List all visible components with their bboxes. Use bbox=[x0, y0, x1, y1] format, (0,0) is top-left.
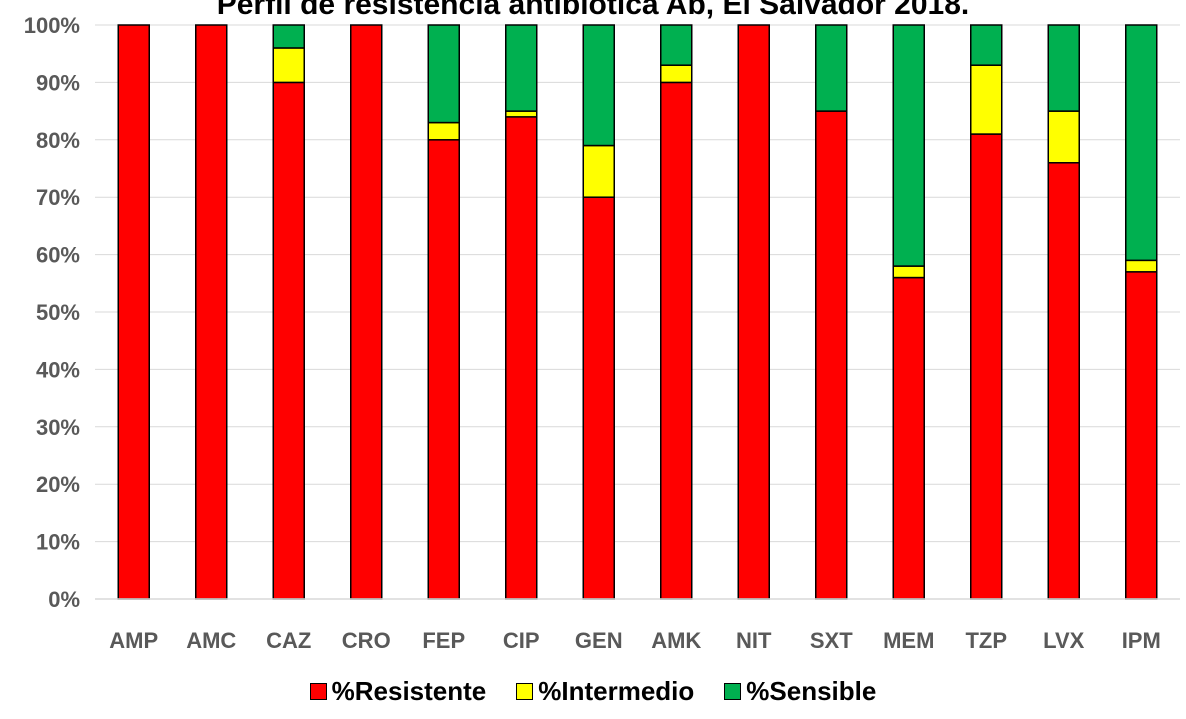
y-tick-label: 10% bbox=[36, 530, 80, 555]
x-tick-label: MEM bbox=[883, 628, 934, 653]
bar-gen-intermedio bbox=[582, 144, 615, 198]
bar-amk-sensible bbox=[660, 24, 693, 66]
y-tick-label: 90% bbox=[36, 70, 80, 95]
bar-amk-intermedio bbox=[660, 64, 693, 84]
bar-lvx-resistente bbox=[1047, 162, 1080, 600]
legend-item-sensible: %Sensible bbox=[724, 676, 876, 707]
bar-gen-resistente bbox=[582, 196, 615, 600]
legend-label-resistente: %Resistente bbox=[331, 676, 487, 706]
legend-item-resistente: %Resistente bbox=[309, 676, 487, 707]
bar-tzp-resistente bbox=[970, 133, 1003, 600]
legend-item-intermedio: %Intermedio bbox=[516, 676, 694, 707]
bar-amp-resistente bbox=[117, 24, 150, 600]
legend-swatch-sensible bbox=[724, 683, 742, 700]
y-tick-label: 60% bbox=[36, 243, 80, 268]
legend: %Resistente %Intermedio %Sensible bbox=[0, 676, 1186, 707]
bar-fep-intermedio bbox=[427, 121, 460, 141]
bar-nit-resistente bbox=[737, 24, 770, 600]
bar-cip-resistente bbox=[505, 116, 538, 600]
y-tick-label: 40% bbox=[36, 357, 80, 382]
bar-sxt-sensible bbox=[815, 24, 848, 112]
bar-caz-sensible bbox=[272, 24, 305, 49]
legend-label-intermedio: %Intermedio bbox=[538, 676, 695, 706]
x-tick-label: TZP bbox=[965, 628, 1007, 653]
bar-ipm-intermedio bbox=[1125, 259, 1158, 273]
x-tick-label: AMC bbox=[186, 628, 236, 653]
x-tick-label: NIT bbox=[736, 628, 772, 653]
x-tick-label: GEN bbox=[575, 628, 623, 653]
bar-fep-sensible bbox=[427, 24, 460, 124]
chart-title: Perfil de resistencia antibiótica Ab, El… bbox=[216, 0, 970, 21]
bar-lvx-intermedio bbox=[1047, 110, 1080, 164]
y-tick-label: 100% bbox=[24, 13, 80, 38]
x-tick-label: FEP bbox=[422, 628, 465, 653]
bar-lvx-sensible bbox=[1047, 24, 1080, 112]
x-tick-label: CAZ bbox=[266, 628, 311, 653]
x-tick-label: SXT bbox=[810, 628, 853, 653]
bar-sxt-resistente bbox=[815, 110, 848, 600]
bar-ipm-resistente bbox=[1125, 271, 1158, 600]
bar-tzp-sensible bbox=[970, 24, 1003, 66]
legend-label-sensible: %Sensible bbox=[746, 676, 877, 706]
bar-mem-resistente bbox=[892, 276, 925, 600]
bar-caz-resistente bbox=[272, 81, 305, 600]
x-tick-label: CRO bbox=[342, 628, 391, 653]
legend-swatch-intermedio bbox=[516, 683, 534, 700]
bar-tzp-intermedio bbox=[970, 64, 1003, 135]
bar-amc-resistente bbox=[195, 24, 228, 600]
x-tick-label: LVX bbox=[1043, 628, 1084, 653]
legend-swatch-resistente bbox=[309, 683, 327, 700]
bar-cip-intermedio bbox=[505, 110, 538, 118]
bar-cip-sensible bbox=[505, 24, 538, 112]
x-tick-label: CIP bbox=[503, 628, 540, 653]
bar-mem-sensible bbox=[892, 24, 925, 267]
x-tick-label: AMP bbox=[109, 628, 158, 653]
bar-ipm-sensible bbox=[1125, 24, 1158, 262]
y-tick-label: 30% bbox=[36, 415, 80, 440]
bar-cro-resistente bbox=[350, 24, 383, 600]
x-tick-label: IPM bbox=[1122, 628, 1161, 653]
y-tick-label: 80% bbox=[36, 128, 80, 153]
bar-caz-intermedio bbox=[272, 47, 305, 84]
bar-amk-resistente bbox=[660, 81, 693, 600]
bar-fep-resistente bbox=[427, 139, 460, 600]
bar-mem-intermedio bbox=[892, 265, 925, 279]
bar-gen-sensible bbox=[582, 24, 615, 147]
y-tick-label: 0% bbox=[48, 587, 80, 612]
x-tick-label: AMK bbox=[651, 628, 701, 653]
y-tick-label: 50% bbox=[36, 300, 80, 325]
y-tick-label: 20% bbox=[36, 472, 80, 497]
y-tick-label: 70% bbox=[36, 185, 80, 210]
